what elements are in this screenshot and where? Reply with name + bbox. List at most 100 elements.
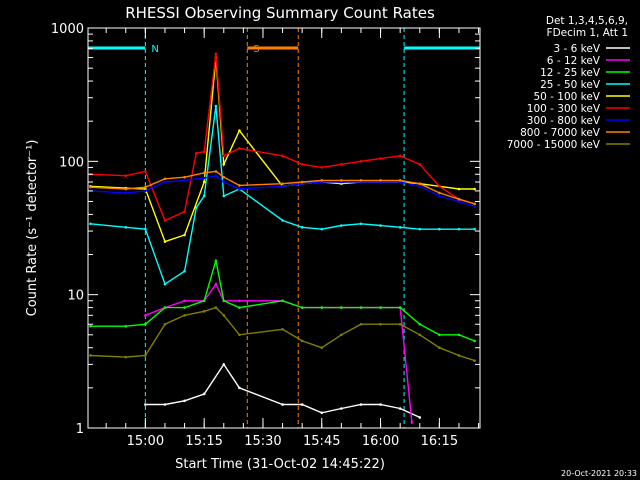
series-4-point-4 (183, 233, 186, 237)
plot-frame (87, 27, 481, 429)
series-0-point-8 (320, 411, 324, 415)
legend-entry-6: 300 - 800 keV (527, 115, 601, 127)
legend-entry-0: 3 - 6 keV (553, 43, 600, 55)
series-2-point-6 (214, 259, 218, 262)
x-tick-label-0: 15:00 (127, 434, 164, 449)
series-2-point-11 (320, 306, 324, 309)
legend-entry-8: 7000 - 15000 keV (507, 139, 601, 151)
series-0-point-0 (144, 403, 147, 406)
series-8-point-4 (183, 314, 186, 317)
y-axis-label: Count Rate (s⁻¹ detector⁻¹) (25, 140, 40, 317)
series-7-point-11 (320, 179, 324, 182)
series-6-point-19 (473, 204, 476, 208)
series-7-point-3 (163, 177, 167, 181)
series-line-6 (90, 174, 475, 207)
series-3-point-6 (202, 194, 206, 198)
series-5-point-11 (300, 163, 304, 166)
series-3-point-13 (340, 224, 343, 227)
series-8-point-5 (202, 310, 206, 313)
series-0-point-4 (222, 363, 226, 366)
series-0-point-2 (183, 399, 186, 403)
series-7-point-15 (398, 179, 402, 182)
x-tick-label-4: 16:00 (362, 434, 399, 449)
series-8-point-0 (89, 354, 92, 357)
series-3-point-2 (144, 227, 147, 231)
series-0-point-1 (163, 403, 167, 406)
series-1-point-14 (410, 421, 414, 424)
series-3-point-17 (418, 227, 422, 231)
series-5-point-1 (124, 174, 128, 178)
x-tick-label-2: 15:30 (244, 434, 281, 449)
legend-entry-3: 25 - 50 keV (540, 79, 601, 91)
series-5-point-17 (418, 163, 422, 166)
series-2-point-12 (340, 306, 343, 309)
series-4-point-5 (202, 180, 206, 184)
series-3-point-19 (457, 227, 461, 231)
series-6-point-1 (124, 191, 128, 195)
series-2-point-5 (202, 299, 206, 303)
series-7-point-7 (222, 175, 226, 179)
timestamp-label: 20-Oct-2021 20:33 (561, 469, 637, 478)
series-2-point-3 (163, 306, 167, 309)
series-5-point-18 (438, 184, 441, 188)
series-5-point-13 (340, 163, 343, 166)
y-tick-label-2: 100 (59, 155, 84, 170)
series-3-point-3 (163, 282, 167, 286)
series-8-point-3 (163, 322, 167, 326)
series-3-point-8 (222, 194, 226, 198)
series-5-point-12 (320, 166, 324, 169)
series-7-point-12 (340, 179, 343, 182)
series-2-point-18 (457, 333, 461, 337)
axes: 1 10 100 1000 15:00 15:15 15:30 15:45 16:00 16:15 (51, 22, 481, 449)
series-0-point-12 (398, 407, 402, 410)
series-8-point-11 (320, 346, 324, 350)
series-7-point-14 (379, 179, 382, 182)
series-7-point-5 (202, 171, 206, 175)
series-8-point-10 (300, 339, 304, 343)
x-tick-label-1: 15:15 (185, 434, 222, 449)
series-2-point-17 (438, 333, 441, 337)
series-6-point-16 (418, 184, 422, 188)
series-8-point-2 (144, 354, 147, 357)
series-6-point-6 (214, 174, 218, 178)
series-3-point-10 (281, 219, 284, 222)
series-4-point-2 (144, 187, 147, 191)
series-7-point-16 (418, 182, 422, 185)
series-1-point-2 (183, 299, 186, 303)
series-6-point-2 (144, 189, 147, 193)
series-2-point-14 (379, 306, 382, 309)
series-2-point-1 (124, 324, 128, 328)
legend-header-1: FDecim 1, Att 1 (547, 27, 628, 39)
series-line-4 (90, 57, 475, 243)
series-3-point-1 (124, 226, 128, 229)
series-0-point-6 (281, 403, 284, 406)
series-7-point-13 (359, 179, 363, 182)
series-5-point-10 (281, 154, 284, 158)
series-3-point-15 (379, 224, 382, 227)
series-7-point-9 (281, 182, 284, 185)
series-3-point-20 (473, 227, 476, 231)
series-6-point-18 (457, 200, 461, 203)
series-0-point-9 (340, 407, 343, 410)
series-8-point-9 (281, 327, 284, 331)
series-3-point-0 (89, 222, 92, 226)
series-2-point-9 (281, 299, 284, 303)
legend-header-0: Det 1,3,4,5,6,9, (546, 15, 628, 27)
series-1-point-4 (214, 282, 218, 286)
y-tick-label-1: 10 (67, 289, 84, 304)
series-2-point-7 (222, 299, 226, 303)
series-8-point-1 (124, 355, 128, 359)
y-tick-label-3: 1000 (51, 22, 84, 37)
series-7-point-6 (214, 170, 218, 173)
series-2-point-2 (144, 322, 147, 326)
series-2-point-8 (238, 306, 241, 309)
series-8-point-16 (418, 333, 422, 337)
series-7-point-4 (183, 175, 186, 179)
series-3-point-4 (183, 269, 186, 273)
x-tick-label-3: 15:45 (303, 434, 340, 449)
series-5-point-6 (202, 150, 206, 154)
series-6-point-7 (222, 180, 226, 184)
series-7-point-10 (300, 180, 304, 184)
series-8-point-8 (238, 333, 241, 337)
